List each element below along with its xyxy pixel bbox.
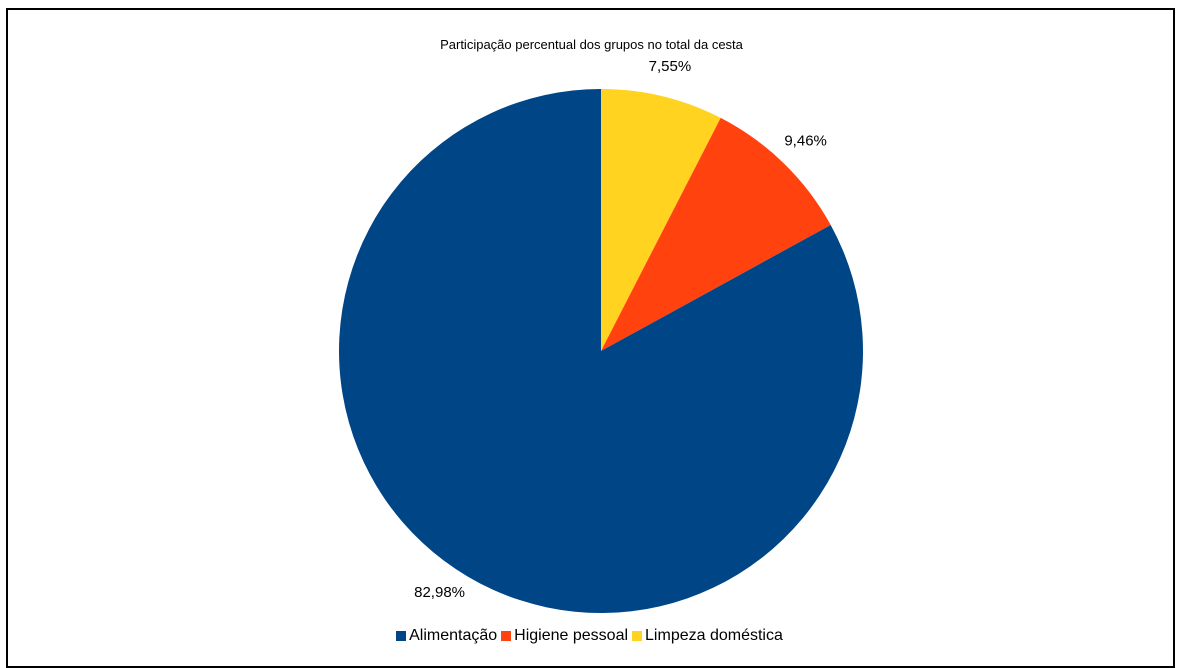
data-label-2: 9,46% [784, 133, 827, 150]
pie-slice-3 [601, 89, 721, 351]
legend-swatch [396, 631, 407, 641]
pie-slice-1 [339, 89, 863, 613]
legend-item-higiene-pessoal: Higiene pessoal [501, 627, 628, 645]
legend-label: Higiene pessoal [514, 627, 629, 644]
data-label-3: 7,55% [649, 58, 692, 75]
legend-label: Alimentação [409, 627, 498, 644]
legend-item-limpeza-domestica: Limpeza doméstica [632, 627, 783, 645]
legend: Alimentação Higiene pessoal Limpeza domé… [0, 627, 1183, 645]
legend-label: Limpeza doméstica [645, 627, 783, 644]
legend-item-alimentacao: Alimentação [396, 627, 497, 645]
legend-swatch [632, 631, 643, 641]
legend-swatch [501, 631, 512, 641]
chart-title: Participação percentual dos grupos no to… [440, 37, 743, 52]
pie-slice-2 [601, 117, 831, 351]
data-label-1: 82,98% [414, 584, 465, 601]
